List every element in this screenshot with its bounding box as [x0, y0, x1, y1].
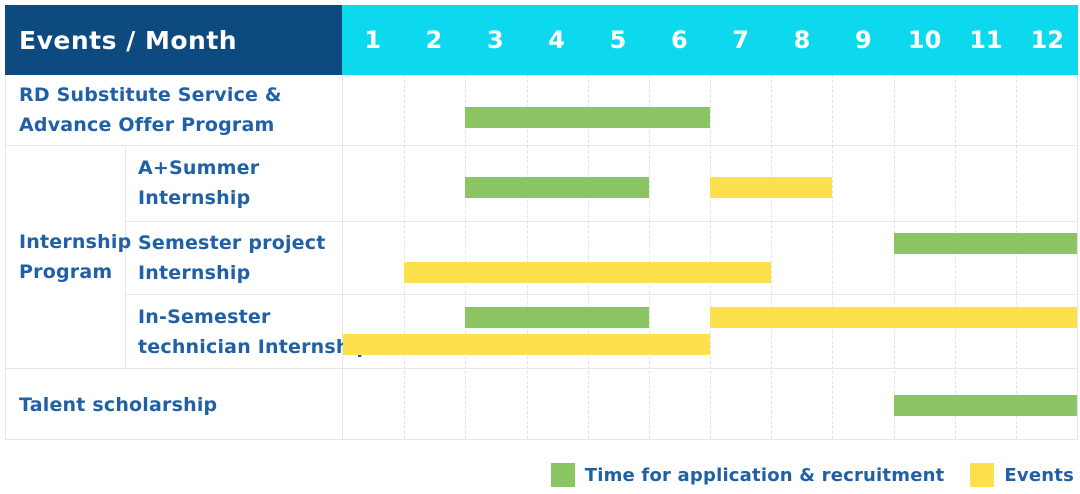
row-label-rd-substitute: RD Substitute Service & Advance Offer Pr… — [6, 75, 343, 145]
legend-events-label: Events — [1004, 464, 1074, 486]
chart-cell-semester-project — [343, 222, 1077, 295]
chart-legend: Time for application & recruitment Event… — [550, 461, 1074, 489]
row-label-talent-scholarship: Talent scholarship — [6, 369, 343, 440]
table-title: Events / Month — [5, 5, 342, 75]
row-label-semester-project-internship: Semester project Internship — [126, 221, 343, 295]
month-header-4: 4 — [548, 26, 565, 54]
month-header-7: 7 — [732, 26, 749, 54]
row-talent-scholarship: Talent scholarship — [6, 368, 1077, 440]
row-semester-project-internship: Semester project Internship — [126, 220, 1077, 295]
row-a-summer-internship: A+Summer Internship — [126, 146, 1077, 221]
internship-sub-rows: A+Summer Internship Semester project Int… — [126, 146, 1077, 368]
row-group-internship-program: Internship Program A+Summer Internship S… — [6, 145, 1077, 368]
row-label-in-semester-technician-internship: In-Semester technician Internship — [126, 295, 370, 368]
legend-events-swatch — [970, 463, 995, 487]
month-header-9: 9 — [854, 26, 872, 54]
chart-cell-talent — [343, 369, 1077, 440]
chart-cell-a-summer — [343, 146, 1077, 221]
table-body: RD Substitute Service & Advance Offer Pr… — [5, 75, 1078, 440]
month-header-12: 12 — [1030, 26, 1064, 54]
month-header-2: 2 — [425, 26, 443, 54]
month-header-8: 8 — [793, 26, 811, 54]
row-in-semester-technician-internship: In-Semester technician Internship — [126, 294, 1077, 368]
month-header-row: 1 2 3 4 5 6 7 8 9 10 11 12 — [342, 5, 1078, 75]
group-label-internship-program: Internship Program — [6, 146, 131, 368]
month-header-5: 5 — [609, 26, 627, 54]
month-header-10: 10 — [907, 26, 942, 54]
chart-cell-in-semester — [343, 295, 1077, 368]
table-header: Events / Month 1 2 3 4 5 6 7 8 9 10 11 12 — [5, 5, 1078, 75]
gantt-chart: Events / Month 1 2 3 4 5 6 7 8 9 10 11 12 RD Substi… — [5, 5, 1078, 440]
month-header-11: 11 — [969, 26, 1003, 54]
month-header-1: 1 — [364, 26, 382, 54]
row-rd-substitute: RD Substitute Service & Advance Offer Pr… — [6, 75, 1077, 145]
legend-application-label: Time for application & recruitment — [584, 464, 945, 486]
row-label-a-summer-internship: A+Summer Internship — [126, 146, 343, 221]
legend-application-swatch — [550, 463, 575, 487]
chart-cell-rd — [343, 75, 1077, 145]
month-header-6: 6 — [670, 26, 688, 54]
month-header-3: 3 — [486, 26, 504, 54]
